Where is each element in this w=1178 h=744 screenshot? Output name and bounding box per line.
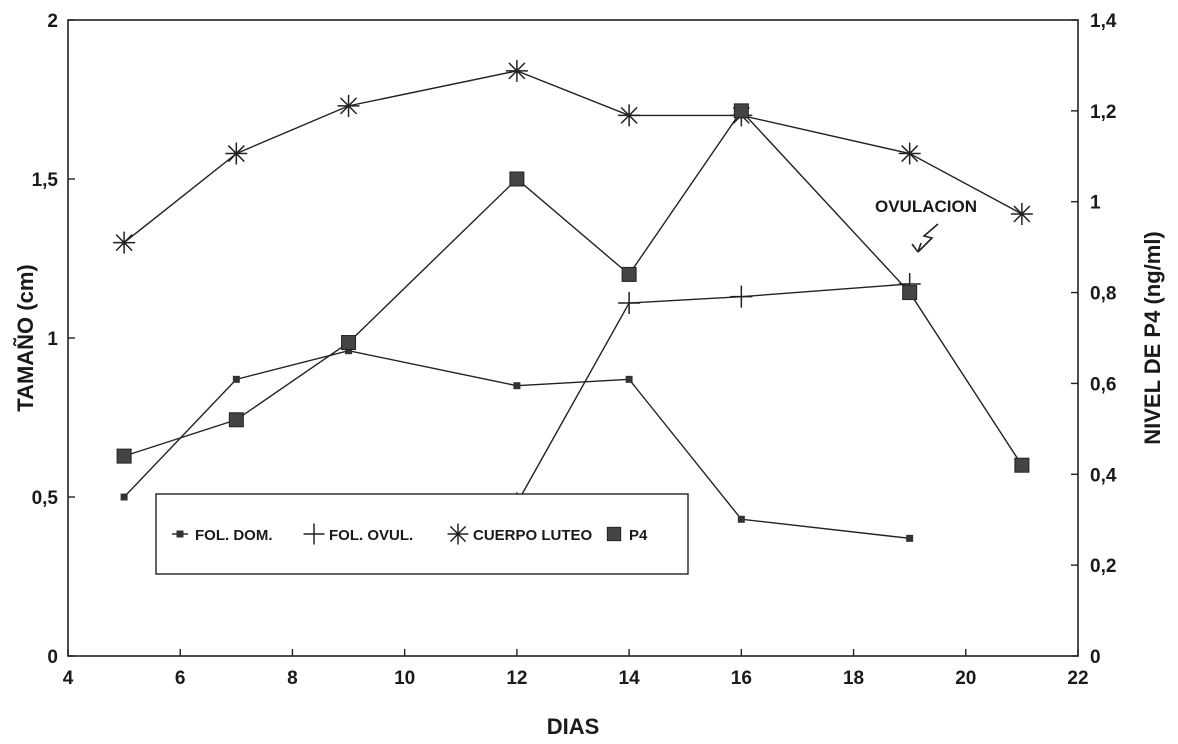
y2-tick-label: 1,2 [1090,102,1116,123]
y-tick-label: 2 [47,11,58,32]
series-line [516,283,910,504]
data-point [303,523,325,545]
series-fol-dom [120,347,914,542]
y2-tick-label: 0,6 [1090,374,1116,395]
x-tick-label: 18 [843,668,864,689]
data-point [902,285,918,301]
y2-axis-ticks: 0 0,2 0,4 0,6 0,8 1 1,2 1,4 [1071,11,1117,668]
legend-item: FOL. OVUL. [303,523,413,545]
y-tick-label: 0 [47,647,58,668]
y-tick-label: 1,5 [32,170,59,191]
series-fol-ovul [505,272,921,515]
y2-tick-label: 1,4 [1090,11,1117,32]
data-point [606,526,622,542]
x-tick-label: 12 [506,668,527,689]
legend-item: FOL. DOM. [172,527,273,544]
legend-label: FOL. OVUL. [329,527,413,544]
y-axis-ticks: 0 0,5 1 1,5 2 [32,11,75,668]
x-tick-label: 20 [955,668,976,689]
legend-item: CUERPO LUTEO [447,523,593,545]
data-point [730,285,753,308]
series-line [123,70,1023,244]
data-point [618,292,641,315]
series-cuerpo-luteo [113,59,1033,254]
x-tick-label: 4 [63,668,74,689]
y2-tick-label: 0,4 [1090,465,1117,486]
y2-tick-label: 1 [1090,193,1101,214]
legend-item: P4 [606,526,648,544]
y-axis-title: TAMAÑO (cm) [13,264,38,411]
data-point [447,523,469,545]
data-point [232,375,240,383]
y-tick-label: 1 [47,329,58,350]
series-line [123,109,1023,466]
y2-tick-label: 0,8 [1090,284,1116,305]
data-point [733,103,749,119]
x-tick-label: 8 [287,668,298,689]
data-point [120,493,128,501]
data-point [345,347,353,355]
y2-tick-label: 0 [1090,647,1101,668]
x-tick-label: 22 [1067,668,1088,689]
data-point [737,515,745,523]
x-tick-label: 16 [731,668,752,689]
x-tick-label: 10 [394,668,415,689]
x-tick-label: 6 [175,668,186,689]
data-point [505,59,528,82]
x-axis-title: DIAS [547,714,600,739]
data-point [228,412,244,428]
data-point [509,171,525,187]
y2-axis-title: NIVEL DE P4 (ng/ml) [1140,231,1165,445]
legend-label: P4 [629,527,648,544]
data-point [113,231,136,254]
data-point [513,382,521,390]
legend: FOL. DOM. FOL. OVUL. CUERPO LUTEO P4 [155,493,689,575]
legend-label: FOL. DOM. [195,527,273,544]
data-point [176,530,184,538]
data-point [1014,457,1030,473]
data-point [618,104,641,127]
y2-tick-label: 0,2 [1090,556,1116,577]
data-point [1010,202,1033,225]
y-tick-label: 0,5 [32,488,59,509]
annotation-text: OVULACION [875,197,977,216]
x-axis-ticks: 4 6 8 10 12 14 16 18 20 22 [63,649,1089,689]
data-point [225,142,248,165]
data-point [621,266,637,282]
data-point [337,94,360,117]
series-layer [113,59,1033,542]
x-tick-label: 14 [619,668,641,689]
annotation-ovulacion: OVULACION [875,197,977,253]
data-point [898,142,921,165]
annotation-arrow [911,223,939,253]
data-point [116,448,132,464]
data-point [906,534,914,542]
data-point [341,335,357,351]
series-p4 [116,103,1030,473]
legend-label: CUERPO LUTEO [473,527,593,544]
legend-box [155,493,689,575]
data-point [625,375,633,383]
